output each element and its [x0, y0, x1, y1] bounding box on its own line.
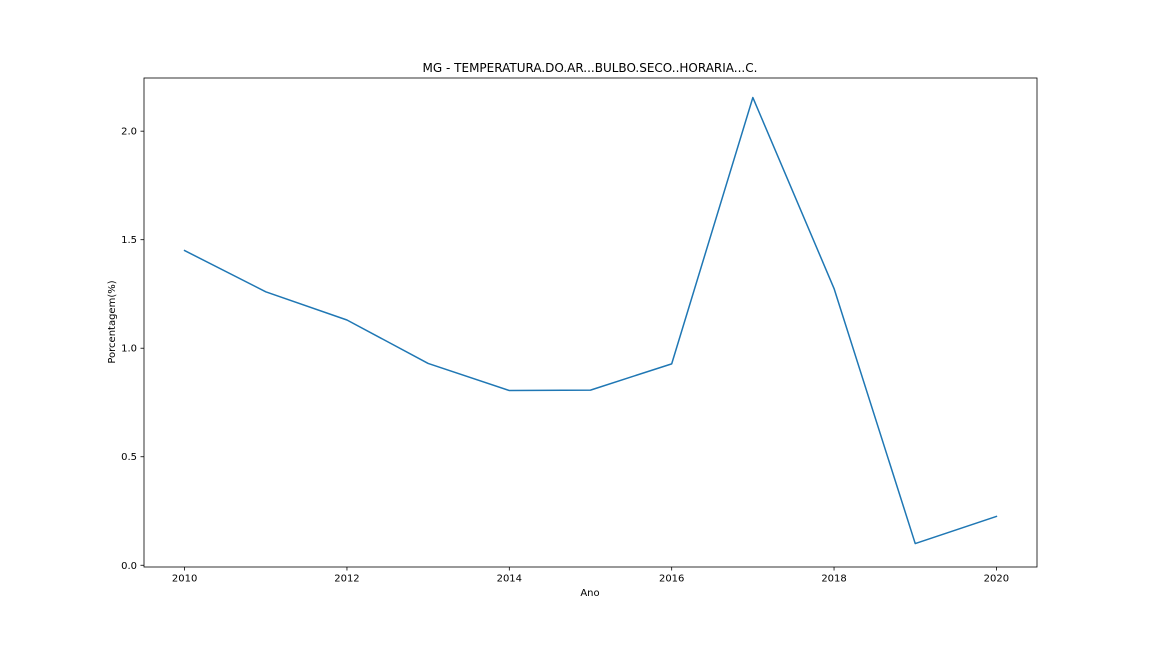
plot-area: 2010 2012 2014 2016 2018 2020 0.0 0.5 1.0 1.5 2.0: [121, 77, 1038, 585]
y-axis-label: Porcentagem(%): [107, 280, 118, 363]
y-tick-label-2: 2.0: [121, 127, 137, 138]
y-tick-label-1: 1.0: [121, 344, 137, 355]
x-tick-label-2018: 2018: [821, 574, 846, 585]
series-line: [183, 96, 998, 545]
x-axis-label: Ano: [580, 588, 599, 599]
y-tick-label-0.5: 0.5: [121, 452, 137, 463]
y-tick-label-0: 0.0: [121, 561, 137, 572]
chart-title: MG - TEMPERATURA.DO.AR...BULBO.SECO..HOR…: [423, 61, 758, 75]
y-tick-label-1.5: 1.5: [121, 235, 137, 246]
x-tick-label-2012: 2012: [334, 574, 359, 585]
x-tick-label-2020: 2020: [984, 574, 1009, 585]
x-tick-label-2014: 2014: [497, 574, 522, 585]
x-tick-label-2010: 2010: [172, 574, 197, 585]
plot-frame: [143, 77, 1038, 568]
x-tick-label-2016: 2016: [659, 574, 684, 585]
